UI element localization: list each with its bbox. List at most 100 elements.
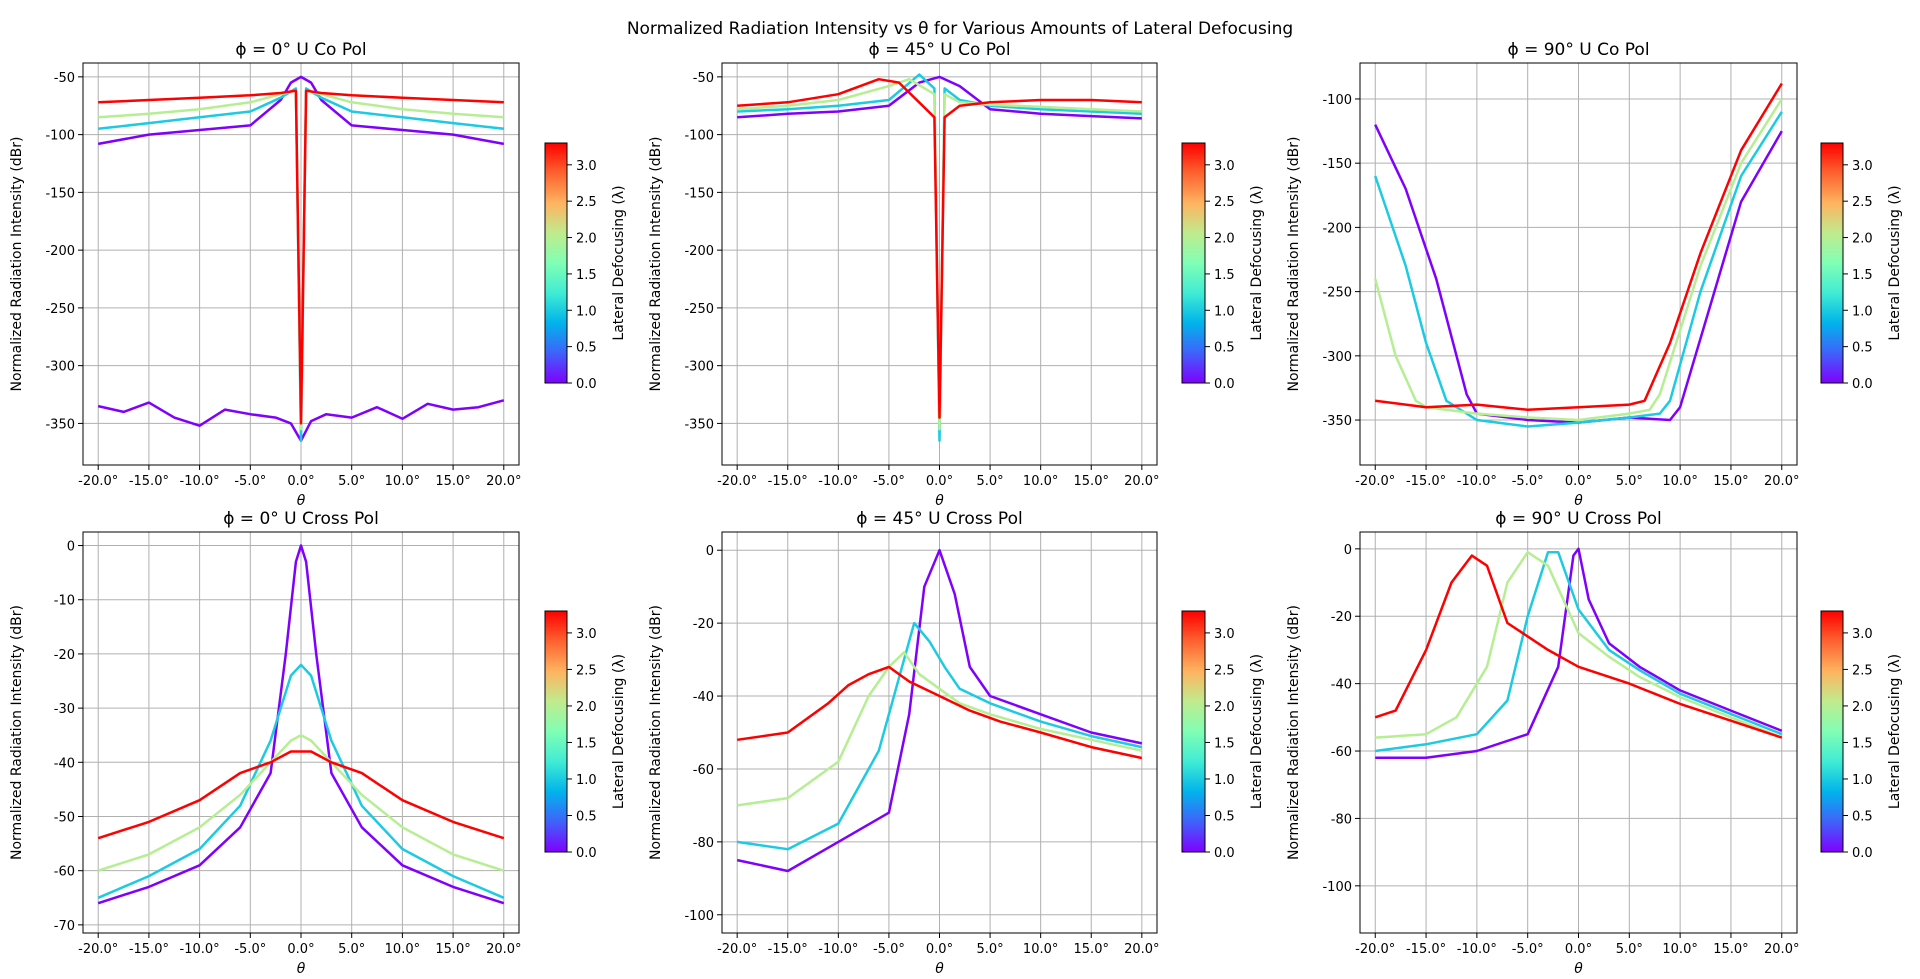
x-axis-label: θ [1574,493,1583,509]
x-tick-label: -20.0° [717,942,757,957]
colorbar-label: Lateral Defocusing (λ) [611,185,627,340]
chart-1: ϕ = 0° U Co Pol -20.0° -15.0° -10.0° -5.0° 0.… [9,40,627,509]
chart-4: ϕ = 0° U Cross Pol -20.0° -15.0° -10.0° -5.0… [9,509,627,977]
series-group [736,548,1143,873]
colorbar-tick-label: 2.5 [1214,195,1235,210]
y-tick-label: -150 [45,186,75,201]
colorbar-tick-label: 1.0 [1852,773,1873,788]
colorbar-tick-label: 2.0 [576,232,597,247]
series-line-4 [737,77,1142,419]
series-line-4 [97,750,505,840]
colorbar-tick-label: 2.0 [1852,232,1873,247]
y-axis-label: Normalized Radiation Intensity (dBr) [1286,605,1302,860]
x-tick-label: -20.0° [78,942,118,957]
chart-3: ϕ = 90° U Co Pol -20.0° -15.0° -10.0° -5.0° 0… [1286,40,1903,509]
colorbar-tick-label: 1.5 [1214,268,1235,283]
series-line-1 [737,75,1142,120]
x-tick-label: -20.0° [717,474,757,489]
x-axis-label: θ [935,493,944,509]
chart-title: ϕ = 0° U Cross Pol [223,509,379,529]
x-tick-label: 10.0° [1662,942,1697,957]
x-axis-label: θ [297,961,306,975]
axes-frame [82,62,520,466]
chart-5: ϕ = 45° U Cross Pol -20.0° -15.0° -10.0° -5.… [648,509,1265,977]
x-tick-label: -5.0° [873,474,905,489]
colorbar-tick-label: 3.0 [576,627,597,642]
colorbar-label: Lateral Defocusing (λ) [611,654,627,809]
x-tick-label: -15.0° [129,474,169,489]
y-tick-label: 0 [706,544,714,559]
x-tick-label: 0.0° [1565,474,1592,489]
x-tick-label: -20.0° [1355,942,1395,957]
y-tick-label: -10 [54,594,75,609]
x-tick-label: 15.0° [1074,474,1109,489]
x-tick-label: 5.0° [976,942,1003,957]
x-tick-label: 15.0° [1713,474,1748,489]
y-tick-label: -70 [54,919,75,934]
colorbar-tick-label: 2.0 [576,700,597,715]
y-tick-label: -50 [54,810,75,825]
colorbar-tick-label: 2.5 [1852,195,1873,210]
x-tick-label: 5.0° [338,942,365,957]
series-line-4 [1374,554,1783,739]
y-axis-label: Normalized Radiation Intensity (dBr) [648,136,664,391]
x-tick-label: 20.0° [1764,942,1799,957]
colorbar-tick-label: 1.5 [576,736,597,751]
colorbar: 0.0 0.5 1.0 1.5 2.0 2.5 3.0 Lateral Defocusing … [544,142,627,392]
colorbar-tick-label: 0.0 [1852,846,1873,861]
y-tick-label: -30 [54,702,75,717]
colorbar-label: Lateral Defocusing (λ) [1887,185,1903,340]
x-tick-label: 0.0° [926,942,953,957]
colorbar-bar [544,610,568,853]
y-tick-label: -60 [1331,745,1352,760]
series-line-1 [97,544,505,905]
y-tick-label: -250 [1322,286,1352,301]
y-tick-label: -100 [684,909,714,924]
x-tick-label: -10.0° [180,474,220,489]
series-line-5 [98,89,504,425]
y-tick-label: -250 [45,302,75,317]
x-tick-label: 20.0° [1764,474,1799,489]
colorbar: 0.0 0.5 1.0 1.5 2.0 2.5 3.0 Lateral Defocusing … [1820,610,1903,861]
y-tick-label: -20 [693,617,714,632]
x-axis-label: θ [935,961,944,975]
grid [1360,63,1797,465]
x-tick-label: 20.0° [1124,474,1159,489]
y-tick-label: -200 [1322,221,1352,236]
colorbar-tick-label: 0.0 [1852,377,1873,392]
x-tick-label: -15.0° [768,942,808,957]
y-tick-label: -40 [1331,678,1352,693]
y-axis-label: Normalized Radiation Intensity (dBr) [9,136,25,391]
chart-2: ϕ = 45° U Co Pol -20.0° -15.0° -10.0° -5.0° 0… [648,40,1265,509]
y-tick-label: -300 [684,360,714,375]
colorbar-label: Lateral Defocusing (λ) [1887,654,1903,809]
colorbar-tick-label: 0.0 [1214,377,1235,392]
colorbar-bar [1820,142,1844,384]
chart-title: ϕ = 45° U Co Pol [868,40,1010,60]
y-tick-label: 0 [67,540,75,555]
grid [83,532,519,933]
colorbar-tick-label: 0.0 [576,846,597,861]
x-tick-label: -15.0° [768,474,808,489]
x-tick-label: -5.0° [234,474,266,489]
y-tick-label: -80 [693,836,714,851]
series-group [1374,547,1783,760]
x-axis-label: θ [1574,961,1583,975]
y-tick-label: -350 [684,417,714,432]
y-tick-label: -200 [45,244,75,259]
colorbar-tick-label: 3.0 [1852,627,1873,642]
colorbar-tick-label: 1.5 [1852,736,1873,751]
y-tick-label: -100 [45,129,75,144]
colorbar-tick-label: 2.5 [1214,663,1235,678]
x-tick-label: 10.0° [385,474,420,489]
colorbar: 0.0 0.5 1.0 1.5 2.0 2.5 3.0 Lateral Defocusing … [1181,142,1265,392]
x-tick-label: -10.0° [818,942,858,957]
x-tick-label: -10.0° [1457,474,1497,489]
x-tick-label: 10.0° [1023,474,1058,489]
colorbar-tick-label: 2.5 [1852,663,1873,678]
series-line-3 [1373,98,1783,422]
x-tick-label: -5.0° [873,942,905,957]
colorbar-label: Lateral Defocusing (λ) [1249,654,1265,809]
colorbar-tick-label: 0.5 [576,341,597,356]
